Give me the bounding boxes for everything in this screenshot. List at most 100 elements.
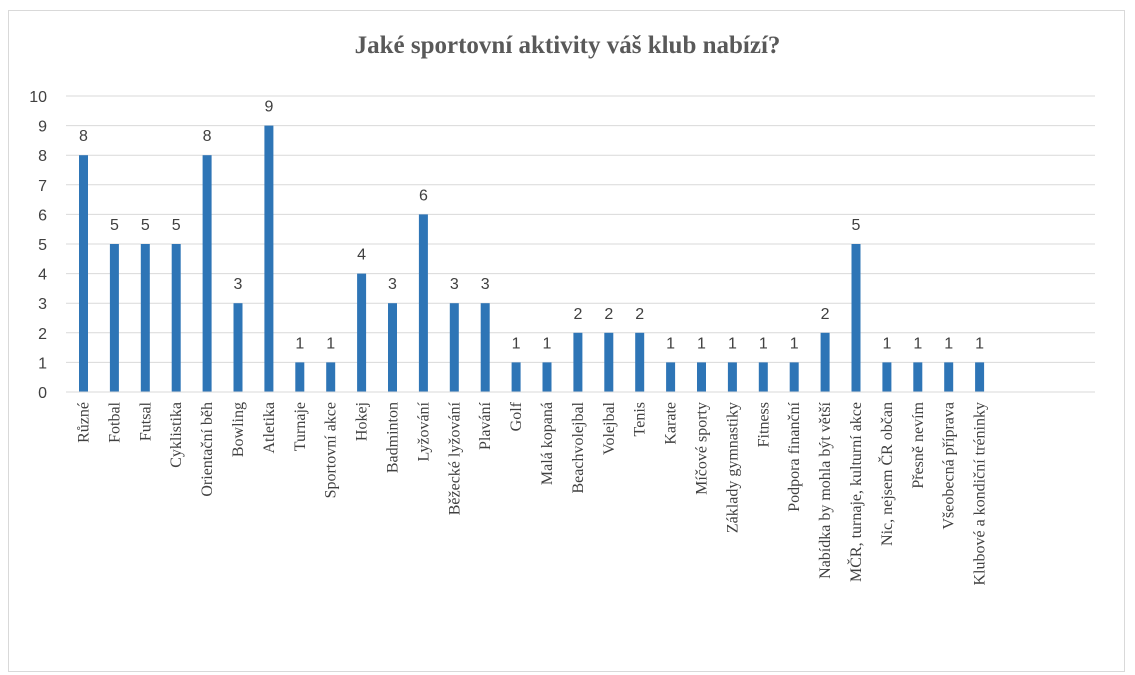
category-label: Golf <box>508 401 525 431</box>
category-label: Orientační běh <box>199 402 216 497</box>
category-label: Futsal <box>137 401 154 441</box>
category-label: Klubové a kondiční tréninky <box>972 402 989 586</box>
data-label: 6 <box>419 187 428 204</box>
bar <box>573 332 583 392</box>
bar <box>326 362 336 392</box>
data-label: 5 <box>172 217 181 234</box>
category-label: Základy gymnastiky <box>724 402 741 533</box>
data-label: 1 <box>697 335 706 352</box>
bar <box>758 362 768 392</box>
bar <box>913 362 923 392</box>
data-labels: 8 5 5 5 8 3 9 1 1 4 3 6 3 3 1 1 2 2 2 1 1 1 1 1 2 5 1 1 1 1 <box>79 99 984 353</box>
bar <box>264 125 274 392</box>
category-label: Volejbal <box>601 401 618 455</box>
bar <box>789 362 799 392</box>
data-label: 9 <box>264 99 273 116</box>
bar <box>418 214 428 392</box>
bar <box>882 362 892 392</box>
data-label: 1 <box>975 335 984 352</box>
category-label: Malá kopaná <box>539 402 556 485</box>
category-label: Přesně nevím <box>910 401 927 488</box>
category-label: Karate <box>663 402 680 445</box>
bar <box>511 362 521 392</box>
category-label: Badminton <box>385 402 402 473</box>
y-tick-label: 10 <box>29 89 47 106</box>
data-label: 2 <box>635 306 644 323</box>
bar <box>727 362 737 392</box>
bar <box>109 244 119 392</box>
bar <box>542 362 552 392</box>
data-label: 5 <box>852 217 861 234</box>
category-label: Bowling <box>230 402 247 457</box>
category-label: Atletika <box>261 402 278 454</box>
data-label: 1 <box>666 335 675 352</box>
category-label: Běžecké lyžování <box>446 401 463 515</box>
bar <box>388 303 397 392</box>
data-label: 1 <box>295 335 304 352</box>
category-label: Podpora finanční <box>786 401 803 511</box>
data-label: 1 <box>882 335 891 352</box>
category-label: Nabídka by mohla být větší <box>817 401 834 578</box>
category-label: Plavání <box>477 401 494 450</box>
y-axis-ticks: 0 1 2 3 4 5 6 7 8 9 10 <box>29 89 47 402</box>
bar <box>79 155 88 392</box>
data-label: 3 <box>388 276 397 293</box>
y-tick-label: 1 <box>38 355 47 372</box>
gridlines <box>66 95 1095 363</box>
category-label: MČR, turnaje, kulturní akce <box>846 402 865 582</box>
bar <box>604 332 614 392</box>
data-label: 8 <box>203 128 212 145</box>
data-label: 3 <box>234 276 243 293</box>
bar <box>233 303 243 392</box>
y-tick-label: 7 <box>38 178 47 195</box>
bar <box>140 244 150 392</box>
category-label: Míčové sporty <box>694 402 711 495</box>
data-label: 1 <box>512 335 521 352</box>
data-label: 1 <box>543 335 552 352</box>
data-label: 8 <box>79 128 88 145</box>
data-label: 1 <box>326 335 335 352</box>
category-label: Tenis <box>632 402 649 436</box>
data-label: 3 <box>450 276 459 293</box>
y-tick-label: 8 <box>38 148 47 165</box>
category-labels: Různé Fotbal Futsal Cyklistika Orientační bě… <box>76 401 989 585</box>
category-label: Fitness <box>755 402 772 447</box>
category-label: Nic, nejsem ČR občan <box>877 402 896 546</box>
chart-frame <box>8 10 1125 672</box>
chart-title: Jaké sportovní aktivity váš klub nabízí? <box>354 32 781 59</box>
y-tick-label: 9 <box>38 119 47 136</box>
bar <box>697 362 706 392</box>
data-label: 1 <box>913 335 922 352</box>
category-label: Různé <box>76 402 93 443</box>
bar <box>449 303 459 392</box>
data-label: 2 <box>821 306 830 323</box>
category-label: Sportovní akce <box>323 402 340 498</box>
y-tick-label: 2 <box>38 326 47 343</box>
data-label: 1 <box>759 335 768 352</box>
bar <box>171 244 181 392</box>
y-tick-label: 3 <box>38 296 47 313</box>
y-tick-label: 4 <box>38 267 47 284</box>
category-label: Fotbal <box>106 401 123 442</box>
data-label: 1 <box>944 335 953 352</box>
bar <box>975 362 985 392</box>
data-label: 5 <box>141 217 150 234</box>
data-label: 1 <box>728 335 737 352</box>
data-label: 2 <box>604 306 613 323</box>
bar <box>851 244 861 392</box>
category-label: Lyžování <box>415 401 432 461</box>
bar <box>295 362 305 392</box>
data-label: 3 <box>481 276 490 293</box>
category-label: Turnaje <box>292 402 309 451</box>
bar <box>635 332 645 392</box>
data-label: 2 <box>573 306 582 323</box>
bars <box>79 125 985 392</box>
bar <box>944 362 954 392</box>
y-tick-label: 6 <box>38 207 47 224</box>
category-label: Cyklistika <box>168 402 185 468</box>
category-label: Hokej <box>354 402 371 441</box>
bar <box>480 303 490 392</box>
bar <box>666 362 676 392</box>
y-tick-label: 5 <box>38 237 47 254</box>
